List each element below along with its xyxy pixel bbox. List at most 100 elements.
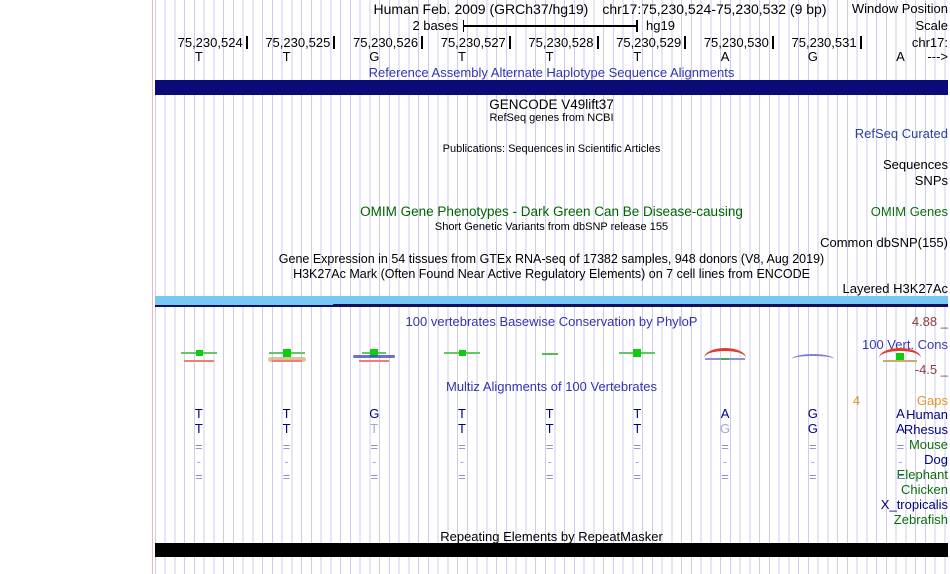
coordinate-label: 75,230,527 (440, 35, 506, 50)
sidebar-label--4-5-[interactable]: -4.5 _ (914, 362, 948, 377)
cons-shape-gsqsm (458, 350, 466, 356)
align-elephant-base: = (896, 469, 905, 484)
align-elephant-base: = (458, 469, 466, 484)
cons-shape-gsq (370, 349, 379, 357)
align-dog-base: - (898, 454, 903, 469)
reference-base: A (896, 49, 905, 64)
sidebar-label-snps[interactable]: SNPs (914, 173, 948, 188)
sidebar-label-mouse[interactable]: Mouse (908, 437, 948, 452)
align-rhesus-base: G (719, 421, 731, 436)
coordinate-label: 75,230,528 (528, 35, 594, 50)
scale-bar-right-tick (636, 19, 638, 32)
coordinate-tick (596, 36, 599, 49)
align-dog-base: - (722, 454, 728, 469)
sidebar-label-gaps[interactable]: Gaps (916, 393, 948, 408)
coordinate-tick (684, 36, 687, 49)
sidebar-label-4-88-[interactable]: 4.88 _ (911, 314, 948, 329)
cons-shape-gsq (282, 349, 291, 357)
conservation-mark (878, 344, 922, 366)
coordinate-label: 75,230,531 (791, 35, 857, 50)
coordinate-label: 75,230,526 (353, 35, 419, 50)
reference-base: T (633, 49, 642, 64)
coordinate-tick (771, 36, 774, 49)
align-elephant-base: = (808, 469, 817, 484)
alt-haplotype-feature-bar[interactable] (155, 80, 948, 95)
align-rhesus-base: T (633, 421, 642, 436)
align-elephant-base: = (282, 469, 291, 484)
alt-haplotype-track-title: Reference Assembly Alternate Haplotype S… (368, 65, 735, 80)
h3k27ac-signal-bar[interactable] (155, 296, 948, 307)
reference-base: G (369, 49, 380, 64)
sidebar-label-window-position[interactable]: Window Position (851, 1, 948, 16)
sidebar-label-refseq-curated[interactable]: RefSeq Curated (854, 126, 948, 141)
sidebar-label-zebrafish[interactable]: Zebrafish (893, 512, 948, 527)
dbsnp-track-title: Short Genetic Variants from dbSNP releas… (434, 221, 669, 233)
sidebar-label-chicken[interactable]: Chicken (901, 482, 948, 497)
sidebar-label-human[interactable]: Human (906, 407, 948, 422)
gap-count-label: 4 (852, 393, 861, 408)
sidebar-label-layered-h3k27ac[interactable]: Layered H3K27Ac (842, 281, 948, 296)
refseq-track-title: RefSeq genes from NCBI (489, 112, 614, 124)
sidebar-label-rhesus[interactable]: Rhesus (903, 422, 948, 437)
repeatmasker-feature-bar[interactable] (155, 543, 948, 557)
conservation-mark (440, 344, 484, 366)
sidebar-label-sequences[interactable]: Sequences (882, 157, 948, 172)
align-rhesus-base: G (807, 421, 818, 436)
align-human-base: T (633, 406, 642, 421)
cons-shape-rline (183, 360, 214, 362)
sidebar-label-dog[interactable]: Dog (924, 452, 948, 467)
sidebar-label-x-tropicalis[interactable]: X_tropicalis (880, 497, 948, 512)
align-rhesus-base: A (896, 421, 905, 436)
align-human-base: G (369, 406, 380, 421)
omim-track-title: OMIM Gene Phenotypes - Dark Green Can Be… (360, 204, 743, 219)
align-dog-base: - (284, 454, 289, 469)
sidebar-label-scale[interactable]: Scale (915, 18, 948, 33)
sidebar-label-elephant[interactable]: Elephant (896, 467, 948, 482)
sidebar-label-chr17-[interactable]: chr17: (911, 35, 948, 50)
reference-base: A (720, 49, 730, 64)
align-mouse-base: = (721, 439, 729, 454)
h3k27ac-baseline-left (155, 305, 333, 307)
cons-shape-bwave (353, 355, 396, 358)
coordinate-label: 75,230,525 (265, 35, 331, 50)
coordinate-label: 75,230,530 (703, 35, 769, 50)
cons-shape-barch (791, 354, 834, 359)
position-label: chr17:75,230,524-75,230,532 (9 bp) (602, 1, 827, 17)
multiz-track-title: Multiz Alignments of 100 Vertebrates (445, 379, 657, 394)
h3k27ac-track-title: H3K27Ac Mark (Often Found Near Active Re… (293, 267, 810, 281)
align-dog-base: - (459, 454, 465, 469)
align-rhesus-base: T (457, 421, 466, 436)
cons-shape-gsq9 (896, 353, 905, 360)
coordinate-tick (859, 36, 862, 49)
conservation-mark (703, 344, 747, 366)
scale-bar-left-tick (462, 19, 464, 32)
align-elephant-base: = (633, 469, 642, 484)
align-dog-base: - (547, 454, 552, 469)
gtex-track-title: Gene Expression in 54 tissues from GTEx … (278, 252, 825, 266)
scale-bar-line (463, 25, 637, 27)
reference-base: T (457, 49, 466, 64)
cons-shape-tan (267, 357, 306, 362)
conservation-mark (528, 344, 572, 366)
conservation-mark (615, 344, 659, 366)
reference-base: T (194, 49, 203, 64)
cons-shape-tanline (883, 360, 918, 362)
align-mouse-base: = (545, 439, 554, 454)
repeatmasker-track-title: Repeating Elements by RepeatMasker (440, 529, 663, 544)
sidebar-label-omim-genes[interactable]: OMIM Genes (870, 204, 948, 219)
sidebar-label-common-dbsnp-155-[interactable]: Common dbSNP(155) (820, 235, 948, 250)
sidebar-label-100-vert-cons[interactable]: 100 Vert. Cons (862, 337, 948, 352)
cons-shape-rline (271, 360, 302, 362)
coordinate-tick (508, 36, 511, 49)
sidebar-label--[interactable]: ---> (927, 49, 948, 64)
cons-shape-rarch (879, 348, 922, 358)
align-human-base: T (282, 406, 291, 421)
align-mouse-base: = (633, 439, 642, 454)
cons-shape-gsqsm (195, 350, 203, 356)
align-rhesus-base: T (370, 421, 379, 436)
cons-shape-rline (359, 360, 390, 362)
conservation-mark (352, 344, 396, 366)
align-rhesus-base: T (545, 421, 554, 436)
base-position-gridlines (155, 0, 948, 574)
